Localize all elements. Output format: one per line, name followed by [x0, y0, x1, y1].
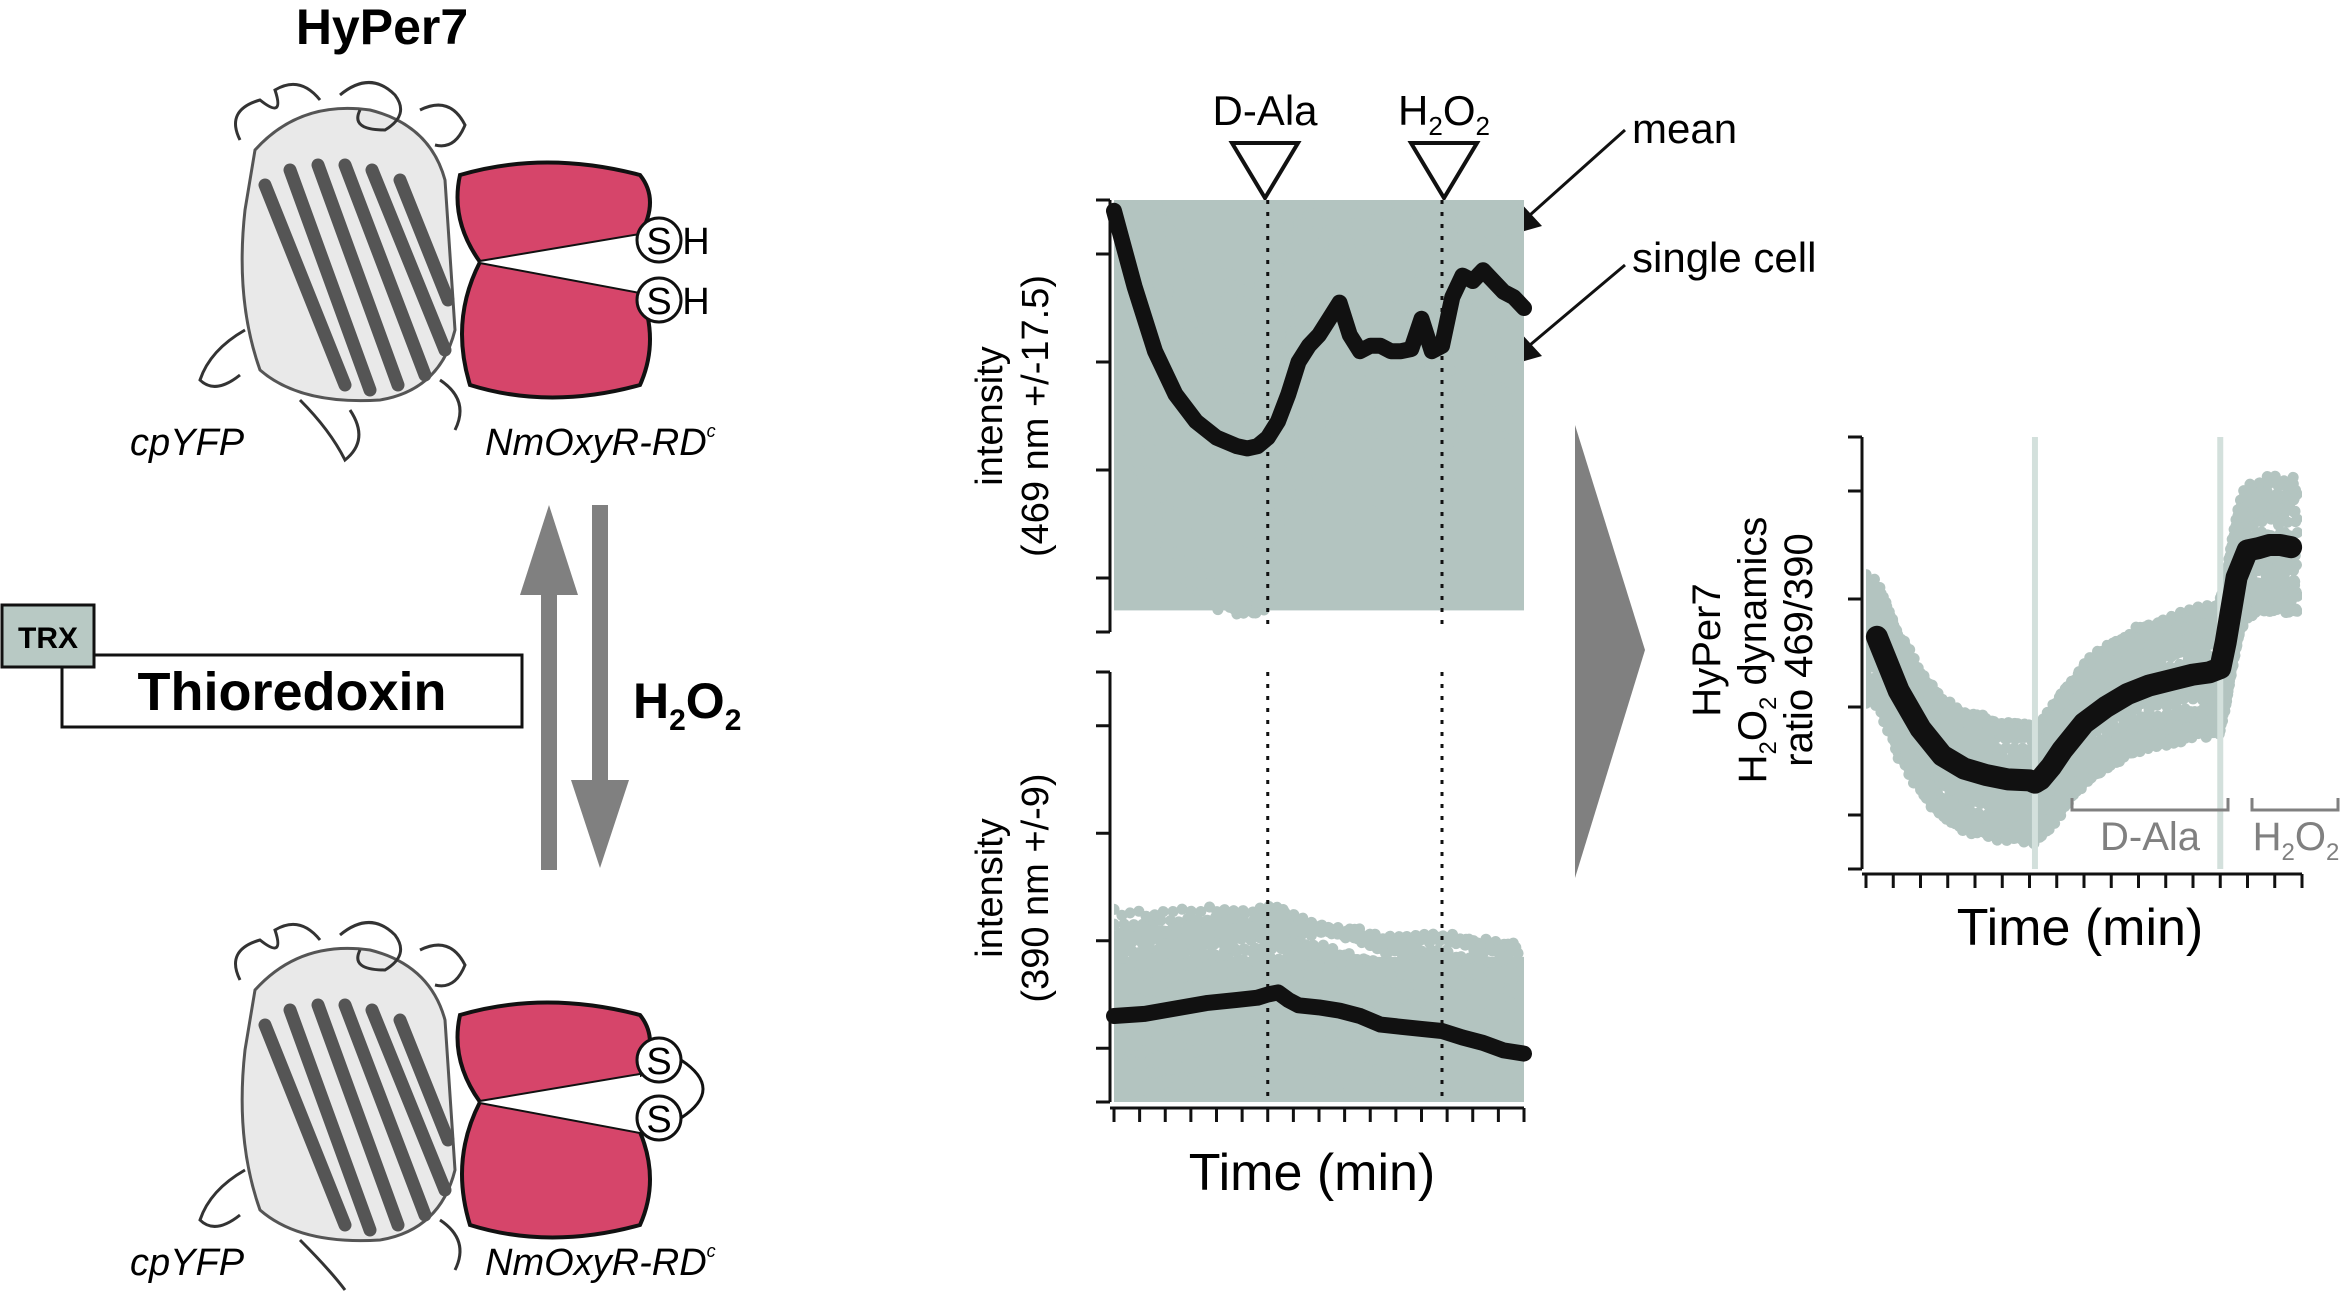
single-cell-trace [1114, 318, 1524, 552]
disulfide-bond-bottom: S S [635, 1036, 705, 1142]
single-cell-trace [1866, 583, 2302, 840]
single-cell-traces-390nm [1114, 896, 1524, 1102]
h2o2-reaction-label: H2O2 [633, 673, 741, 737]
thioredoxin-label: Thioredoxin [138, 662, 447, 722]
single-cell-callout-label: single cell [1632, 234, 1816, 281]
svg-text:H: H [682, 281, 709, 323]
ylabel-469nm-line1: intensity [969, 346, 1011, 485]
dala-marker-triangle [1228, 141, 1302, 202]
svg-text:H2O2: H2O2 [2253, 815, 2340, 866]
thioredoxin-box [60, 653, 524, 729]
mean-trace-390nm [1106, 984, 1532, 1062]
treatment-bar-h2o2: H2O2 [2250, 798, 2340, 866]
cpyfp-barrel-top-icon [198, 81, 467, 463]
nmoxyr-label-top: NmOxyR-RDc [485, 421, 716, 464]
single-cell-trace [1118, 200, 1524, 406]
processing-arrow-icon [1575, 425, 1645, 878]
single-cell-trace [1114, 1037, 1436, 1102]
h2o2-marker-triangle [1407, 141, 1481, 202]
single-cell-trace [1114, 990, 1524, 1099]
treatment-bar-dala: D-Ala [2070, 798, 2230, 859]
h2o2-marker-label: H2O2 [1398, 87, 1490, 141]
left-panel: HyPer7 S H [0, 0, 741, 1291]
trx-tag-label: TRX [18, 622, 78, 655]
svg-text:H: H [682, 221, 709, 263]
oxidation-arrows [520, 505, 629, 870]
svg-text:S: S [646, 281, 671, 323]
cpyfp-barrel-bottom-icon [198, 921, 467, 1291]
chart-ratio: D-Ala H2O2 HyPer7 H2O2 dynamics ratio 46… [1685, 435, 2340, 957]
mean-callout-label: mean [1632, 105, 1737, 152]
middle-panel: D-Ala H2O2 mean single cell intensity (4… [969, 87, 1816, 1202]
xlabel-middle: Time (min) [1189, 1144, 1436, 1202]
single-cell-trace [1114, 913, 1524, 964]
svg-text:D-Ala: D-Ala [2100, 815, 2201, 859]
ylabel-ratio-line3: ratio 469/390 [1777, 533, 1821, 767]
ylabel-390nm-line2: (390 nm +/-9) [1015, 773, 1057, 1002]
ylabel-ratio-line1: HyPer7 [1685, 583, 1729, 716]
chart-469nm: intensity (469 nm +/-17.5) [969, 198, 1532, 634]
mean-trace-469nm [1106, 202, 1532, 457]
mean-trace-ratio [1865, 534, 2303, 794]
ylabel-469nm-line2: (469 nm +/-17.5) [1015, 275, 1057, 557]
nmoxyr-redox-domain-bottom-icon [455, 1000, 652, 1240]
single-cell-trace [1133, 200, 1448, 337]
svg-text:S: S [646, 221, 671, 263]
trx-tag-box [0, 603, 96, 669]
cpyfp-label-top: cpYFP [130, 422, 245, 464]
svg-text:S: S [646, 1041, 671, 1083]
single-cell-trace [1114, 1024, 1524, 1081]
single-cell-trace [1155, 1061, 1524, 1102]
ylabel-390nm-line1: intensity [969, 818, 1011, 957]
xlabel-ratio: Time (min) [1957, 899, 2204, 957]
hyper7-title: HyPer7 [296, 0, 468, 55]
single-cell-trace [1160, 200, 1436, 290]
dala-marker-label: D-Ala [1212, 87, 1318, 134]
single-cell-trace [1114, 954, 1524, 1024]
single-cell-trace [1131, 200, 1454, 354]
single-cell-trace [1114, 933, 1524, 992]
ylabel-ratio-line2: H2O2 dynamics [1731, 517, 1782, 784]
chart-390nm: intensity (390 nm +/-9) Time (min) [969, 670, 1532, 1202]
single-cell-trace [1128, 200, 1524, 373]
thiol-group-top: S H S H [635, 216, 710, 324]
single-cell-trace [1117, 200, 1524, 419]
svg-text:S: S [646, 1099, 671, 1141]
nmoxyr-label-bottom: NmOxyR-RDc [485, 1241, 716, 1284]
single-cell-trace [1114, 378, 1524, 609]
single-cell-trace [1148, 200, 1436, 301]
nmoxyr-redox-domain-top-icon [455, 160, 652, 400]
cpyfp-label-bottom: cpYFP [130, 1242, 245, 1284]
